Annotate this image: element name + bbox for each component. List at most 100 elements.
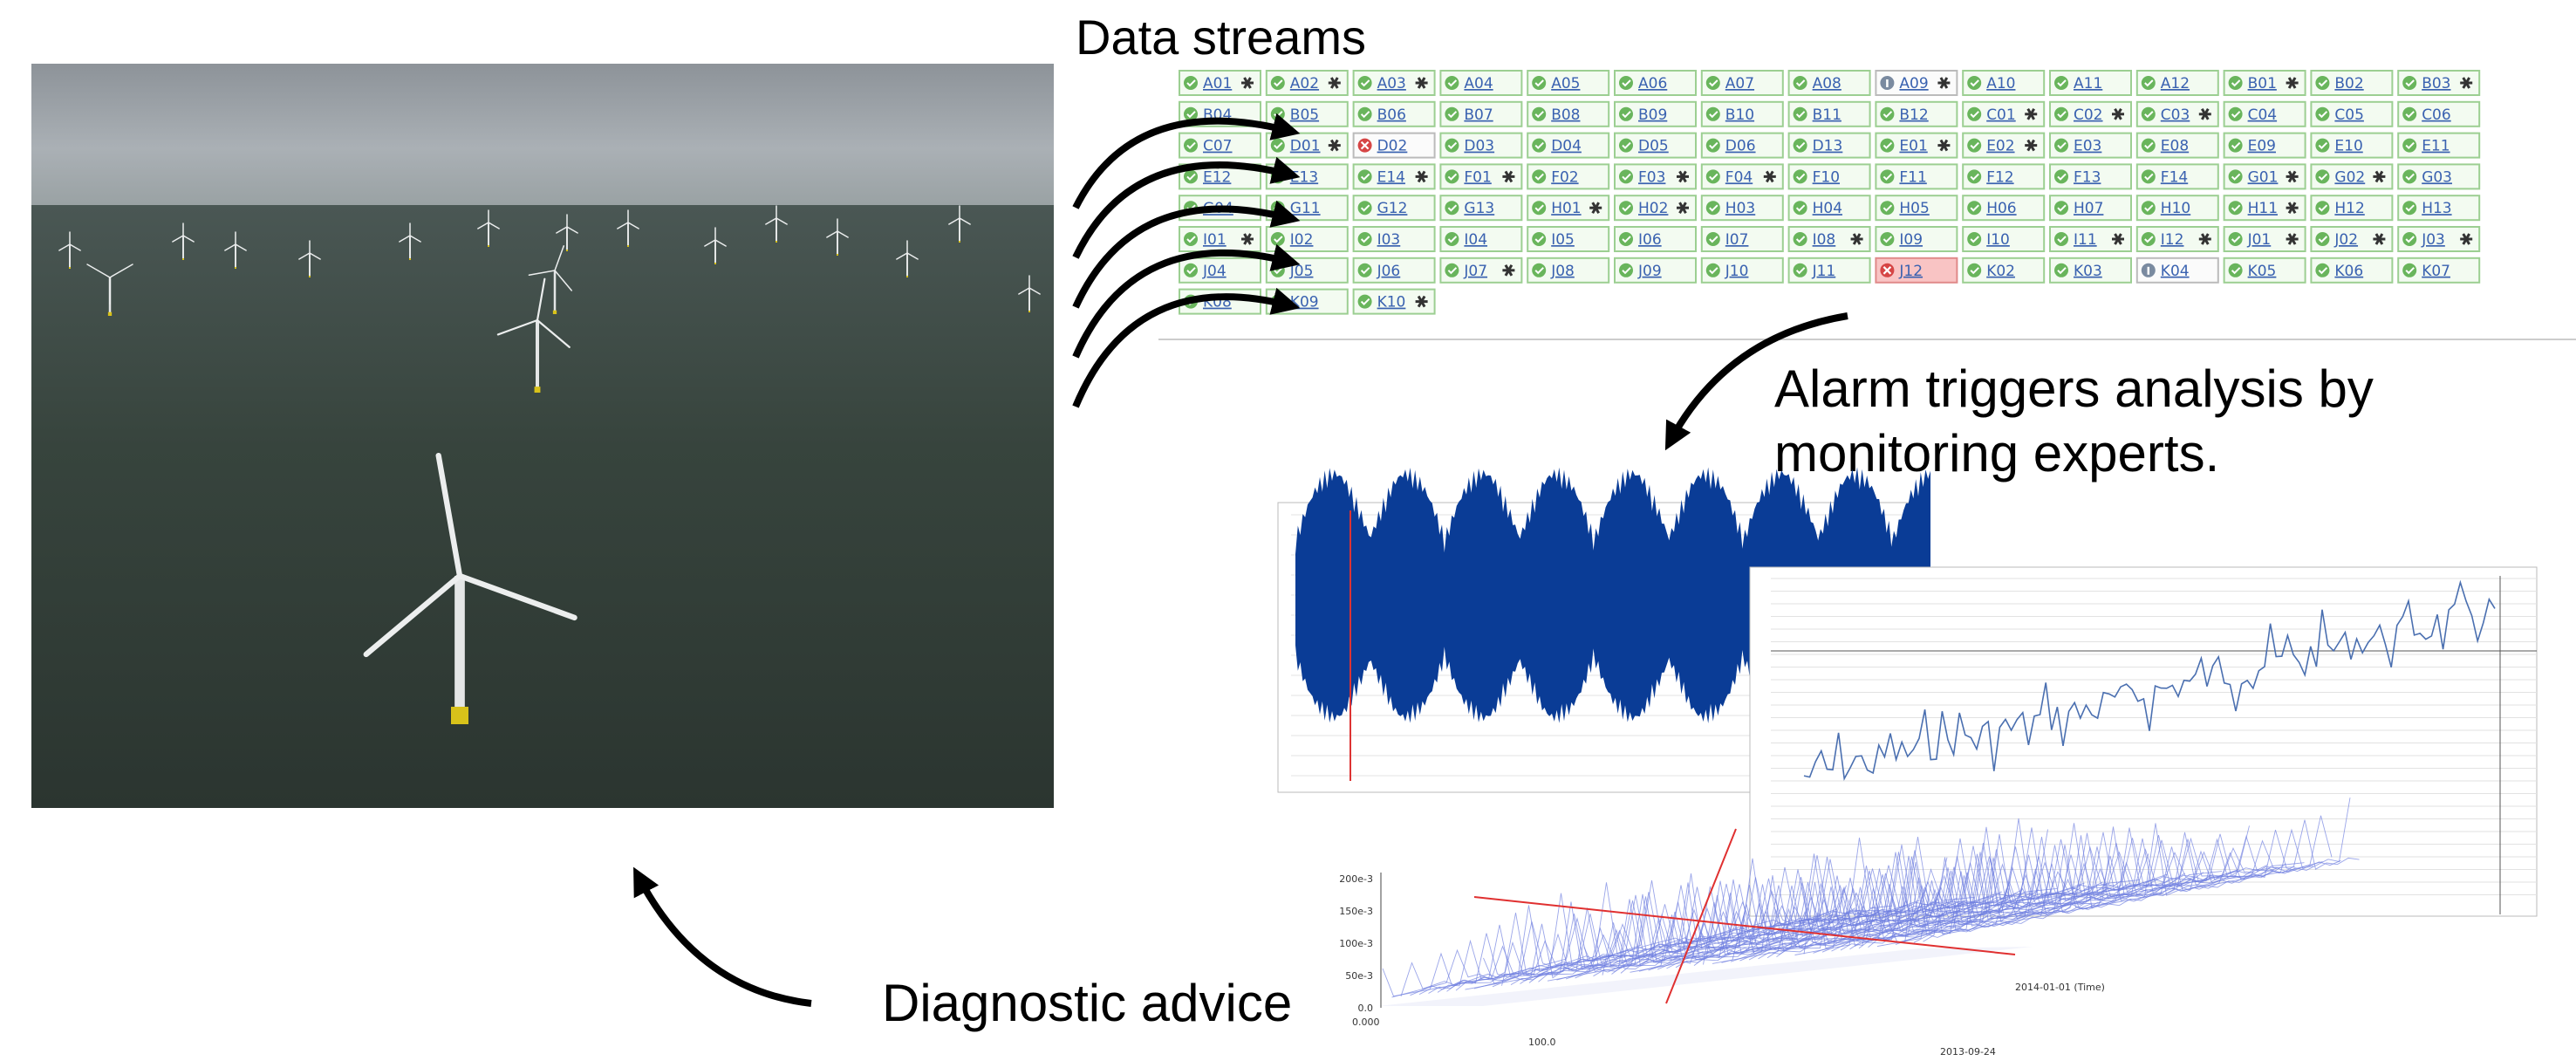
tile-label: C07 bbox=[1203, 138, 1233, 155]
turbine-tile: J09 bbox=[1615, 258, 1696, 283]
tile-label: I02 bbox=[1290, 231, 1314, 249]
status-icon bbox=[1706, 232, 1720, 246]
turbine-tile: J02 bbox=[2311, 227, 2392, 251]
alarm-text: Alarm triggers analysis by bbox=[1774, 359, 2374, 418]
status-icon bbox=[1794, 201, 1807, 215]
status-icon bbox=[2054, 76, 2068, 90]
status-icon bbox=[2142, 139, 2156, 153]
tile-label: I03 bbox=[1377, 231, 1401, 249]
tile-label: A10 bbox=[1986, 75, 2015, 92]
tile-label: J03 bbox=[2421, 231, 2445, 249]
tile-label: H03 bbox=[1725, 200, 1755, 217]
turbine-tile: F13 bbox=[2050, 164, 2131, 188]
tile-label: H02 bbox=[1638, 200, 1668, 217]
tile-label: F12 bbox=[1986, 168, 2013, 186]
status-icon bbox=[1619, 169, 1633, 183]
tile-label: B08 bbox=[1551, 106, 1580, 124]
status-icon bbox=[1706, 264, 1720, 277]
status-icon bbox=[1967, 232, 1981, 246]
status-icon bbox=[1445, 264, 1459, 277]
turbine-tile: F01 bbox=[1440, 164, 1521, 188]
tile-label: E02 bbox=[1986, 138, 2014, 155]
turbine-tile: E11 bbox=[2398, 133, 2479, 158]
turbine-tile: H05 bbox=[1876, 195, 1957, 220]
turbine-tile: B02 bbox=[2311, 71, 2392, 95]
turbine-tile: D05 bbox=[1615, 133, 1696, 158]
status-icon bbox=[1445, 201, 1459, 215]
turbine-tile: G02 bbox=[2311, 164, 2392, 188]
turbine-tile: H10 bbox=[2137, 195, 2218, 220]
status-icon bbox=[1880, 232, 1894, 246]
status-icon bbox=[2229, 264, 2243, 277]
tile-label: D04 bbox=[1551, 138, 1582, 155]
status-icon bbox=[1271, 232, 1285, 246]
status-icon bbox=[1445, 169, 1459, 183]
alarm-text: monitoring experts. bbox=[1774, 424, 2219, 483]
wind-farm-photo bbox=[31, 64, 1054, 808]
status-icon bbox=[2402, 139, 2416, 153]
status-icon bbox=[1967, 201, 1981, 215]
tile-label: J12 bbox=[1898, 263, 1923, 280]
tile-label: A09 bbox=[1899, 75, 1928, 92]
status-icon bbox=[2315, 264, 2329, 277]
turbine-tile: A05 bbox=[1527, 71, 1609, 95]
turbine-tile: D02 bbox=[1354, 133, 1435, 158]
status-icon bbox=[1532, 169, 1546, 183]
status-icon bbox=[1706, 139, 1720, 153]
status-icon bbox=[2315, 76, 2329, 90]
status-icon bbox=[1619, 232, 1633, 246]
tile-label: E11 bbox=[2422, 138, 2450, 155]
tile-label: B03 bbox=[2422, 75, 2450, 92]
status-icon bbox=[1794, 76, 1807, 90]
turbine-tile: J03 bbox=[2398, 227, 2479, 251]
tile-label: I07 bbox=[1725, 231, 1749, 249]
foundation bbox=[535, 387, 541, 393]
tile-label: H05 bbox=[1899, 200, 1929, 217]
status-icon bbox=[2315, 201, 2329, 215]
turbine-tile: K02 bbox=[1963, 258, 2044, 283]
z-tick-label: 200e-3 bbox=[1339, 873, 1373, 885]
tile-label: I04 bbox=[1464, 231, 1487, 249]
status-icon bbox=[1967, 76, 1981, 90]
foundation bbox=[451, 707, 468, 724]
tile-label: F04 bbox=[1725, 168, 1753, 186]
status-icon bbox=[1358, 232, 1372, 246]
status-icon bbox=[1794, 169, 1807, 183]
status-icon bbox=[1967, 264, 1981, 277]
waterfall-floor bbox=[1378, 947, 2033, 1006]
tile-label: A02 bbox=[1290, 75, 1319, 92]
tile-label: H10 bbox=[2161, 200, 2190, 217]
turbine-tile: B07 bbox=[1440, 102, 1521, 127]
tile-label: A07 bbox=[1725, 75, 1754, 92]
turbine-tile: G01 bbox=[2224, 164, 2306, 188]
tile-label: E13 bbox=[1290, 168, 1318, 186]
figure: Data streams Alarm triggers analysis by … bbox=[0, 0, 2576, 1061]
tile-label: D02 bbox=[1377, 138, 1408, 155]
analysis-charts: 200e-3150e-3100e-350e-30.00.000100.02014… bbox=[1278, 467, 2537, 1058]
tile-label: B10 bbox=[1725, 106, 1754, 124]
status-icon bbox=[1619, 201, 1633, 215]
turbine-tile: J11 bbox=[1789, 258, 1870, 283]
status-icon bbox=[1358, 76, 1372, 90]
turbine-tile: C01 bbox=[1963, 102, 2044, 127]
tile-label: K10 bbox=[1377, 294, 1406, 311]
turbine-tile: J04 bbox=[1179, 258, 1261, 283]
tile-label: C06 bbox=[2422, 106, 2451, 124]
foundation bbox=[776, 241, 777, 243]
tile-label: H07 bbox=[2074, 200, 2103, 217]
status-icon bbox=[2315, 107, 2329, 121]
tile-label: G12 bbox=[1377, 200, 1408, 217]
turbine-tile: A11 bbox=[2050, 71, 2131, 95]
turbine-tile: A10 bbox=[1963, 71, 2044, 95]
status-icon bbox=[2402, 169, 2416, 183]
turbine-tile: A09 bbox=[1876, 71, 1957, 95]
tile-label: I05 bbox=[1551, 231, 1575, 249]
tile-label: E14 bbox=[1377, 168, 1405, 186]
status-icon bbox=[1184, 139, 1198, 153]
status-icon bbox=[2054, 232, 2068, 246]
turbine-tile: E01 bbox=[1876, 133, 1957, 158]
turbine-tile: F12 bbox=[1963, 164, 2044, 188]
tile-label: A04 bbox=[1464, 75, 1493, 92]
turbine-tile: D13 bbox=[1789, 133, 1870, 158]
turbine-tile: A03 bbox=[1354, 71, 1435, 95]
